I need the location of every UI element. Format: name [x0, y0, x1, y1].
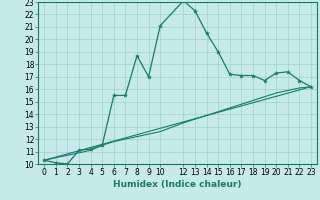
- X-axis label: Humidex (Indice chaleur): Humidex (Indice chaleur): [113, 180, 242, 189]
